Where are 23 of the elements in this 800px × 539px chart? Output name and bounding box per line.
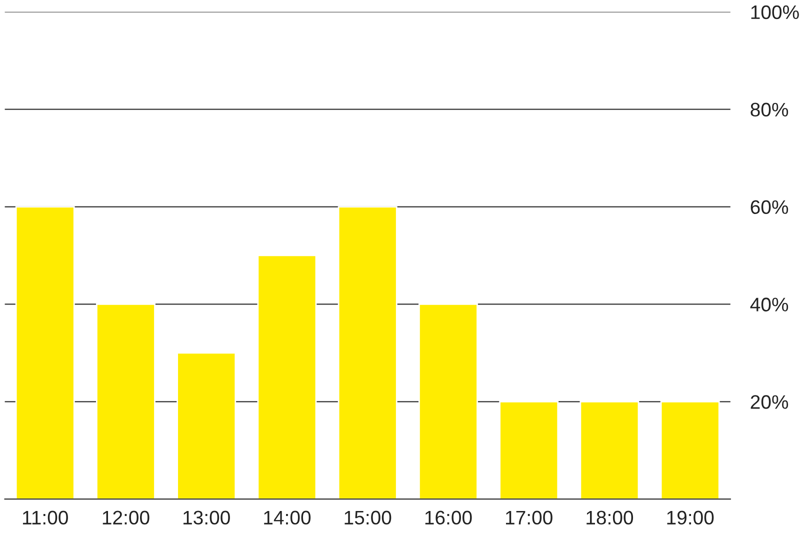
bar [499,400,559,500]
x-tick-label: 14:00 [264,510,311,525]
bar [660,400,720,500]
bar [257,254,317,500]
x-tick-label: 17:00 [506,510,552,525]
bar [96,304,156,500]
bar [418,304,478,500]
y-tick-label: 40% [750,298,788,312]
y-tick-label: 60% [750,200,788,214]
y-tick-label: 20% [750,395,788,409]
bar [338,206,398,500]
x-tick-label: 13:00 [184,510,230,525]
bar [580,400,640,500]
x-tick-label: 15:00 [344,510,392,525]
x-tick-label: 11:00 [22,510,68,525]
x-tick-label: 19:00 [667,510,714,525]
y-tick-label: 100% [751,5,799,20]
x-tick-label: 18:00 [586,510,634,525]
bar [15,206,75,500]
y-tick-label: 80% [750,102,788,117]
bar [176,352,236,500]
x-tick-label: 12:00 [102,510,150,525]
x-tick-label: 16:00 [425,510,472,525]
